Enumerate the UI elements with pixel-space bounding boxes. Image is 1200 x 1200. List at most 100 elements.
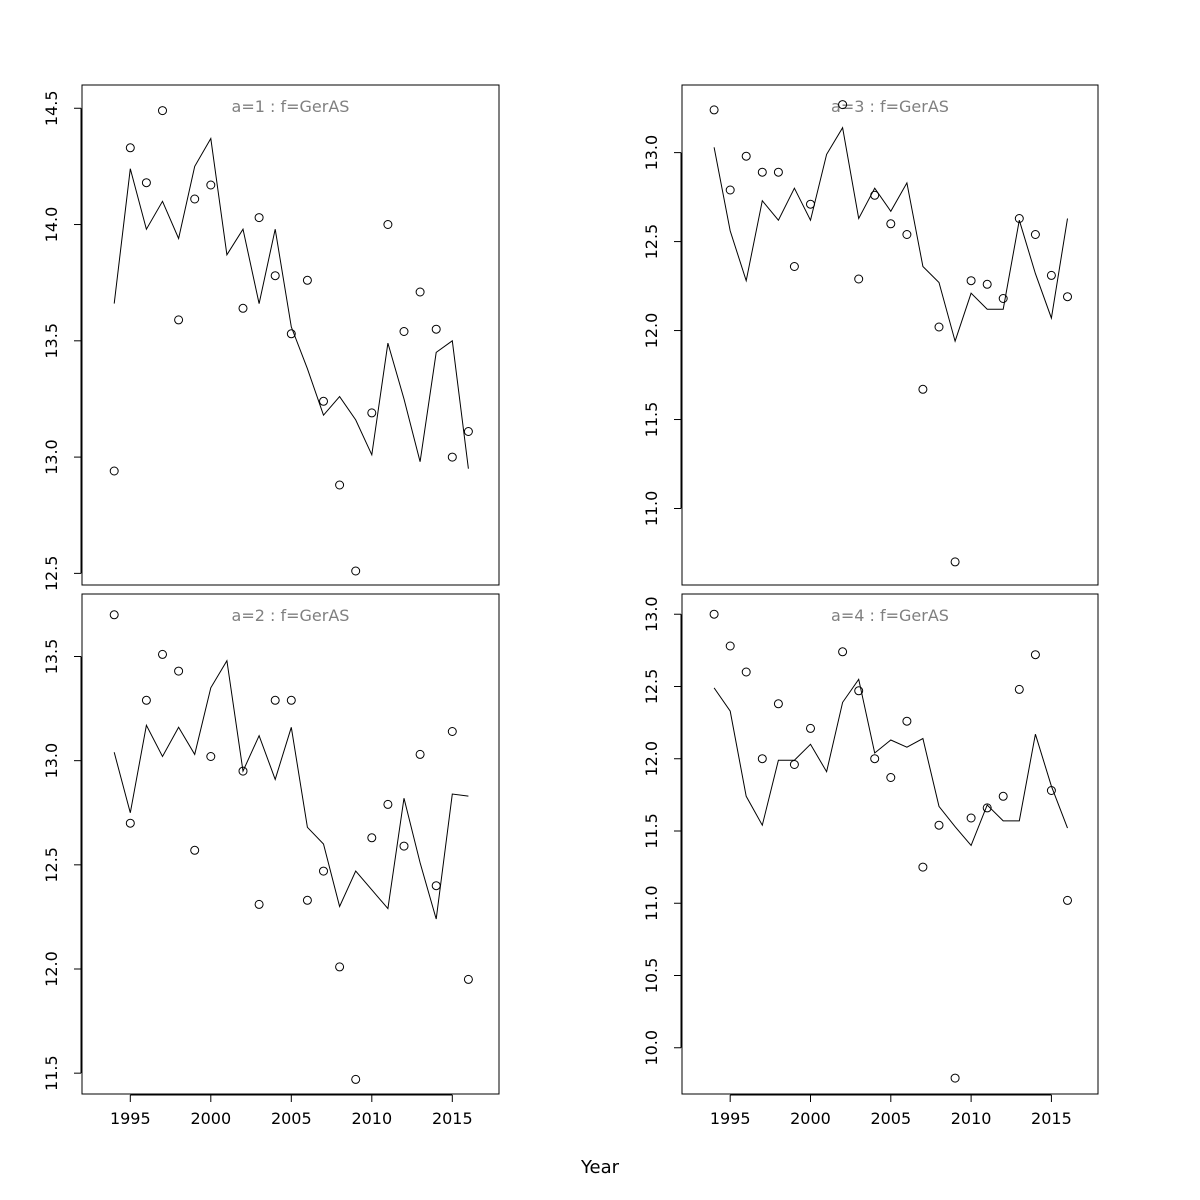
data-point <box>367 408 377 418</box>
data-point <box>286 695 296 705</box>
data-point <box>109 466 119 476</box>
data-point <box>966 813 976 823</box>
data-point <box>709 105 719 115</box>
panel-title: a=1 : f=GerAS <box>232 97 350 116</box>
data-point <box>1046 270 1056 280</box>
fitted-line <box>113 136 469 469</box>
data-point <box>854 274 864 284</box>
y-tick-label: 13.0 <box>42 743 61 779</box>
data-point <box>1030 230 1040 239</box>
data-point <box>741 667 751 677</box>
panel-a3: a=3 : f=GerAS 11.0 11.5 12.0 12.5 13.0 <box>642 84 1099 586</box>
y-tick-label: 13.5 <box>42 639 61 675</box>
x-tick-label: 2000 <box>790 1109 831 1128</box>
panel-title: a=3 : f=GerAS <box>831 97 949 116</box>
y-tick-label: 12.5 <box>642 224 661 260</box>
data-point <box>789 760 799 769</box>
data-point <box>950 557 960 567</box>
y-tick-label: 11.5 <box>642 813 661 849</box>
data-point <box>725 641 735 651</box>
data-point <box>966 276 976 286</box>
data-point <box>918 384 928 394</box>
data-point <box>351 566 361 576</box>
data-point <box>206 180 216 190</box>
y-tick-label: 13.0 <box>642 596 661 632</box>
data-point <box>447 452 457 462</box>
data-point <box>399 841 409 851</box>
y-tick-label: 12.0 <box>642 741 661 777</box>
x-tick-label: 1995 <box>710 1109 751 1128</box>
panel-title: a=2 : f=GerAS <box>232 606 350 625</box>
data-point <box>1063 292 1072 302</box>
y-tick-label: 14.0 <box>42 207 61 243</box>
data-point <box>934 820 944 830</box>
y-tick-label: 12.0 <box>42 951 61 987</box>
data-point <box>351 1074 361 1084</box>
panel-a4: a=4 : f=GerAS 10.0 10.5 11.0 11.5 12.0 12.5 13.… <box>642 593 1099 1128</box>
data-point <box>725 185 735 195</box>
x-tick-label: 2010 <box>351 1109 392 1128</box>
data-point <box>158 649 167 659</box>
data-point <box>383 799 393 809</box>
data-point <box>998 294 1008 303</box>
y-tick-label: 12.5 <box>42 556 61 592</box>
y-tick-label: 11.5 <box>42 1055 61 1091</box>
panel-title: a=4 : f=GerAS <box>831 606 949 625</box>
data-point <box>238 766 248 776</box>
panel-a1: a=1 : f=GerAS 12.5 13.0 13.5 14.0 14.5 <box>42 84 500 592</box>
data-point <box>463 974 473 984</box>
data-point <box>463 427 473 436</box>
plot-frame <box>81 84 500 586</box>
data-point <box>773 167 783 177</box>
data-point <box>741 151 751 161</box>
data-point <box>270 695 280 705</box>
y-tick-label: 14.5 <box>42 90 61 126</box>
data-point <box>141 695 151 705</box>
data-point <box>1014 684 1024 694</box>
data-point <box>302 895 312 905</box>
plot-frame <box>81 593 500 1095</box>
data-point <box>141 178 151 188</box>
data-point <box>982 279 992 289</box>
plot-frame <box>681 593 1099 1095</box>
fitted-line <box>713 678 1068 847</box>
y-tick-label: 13.0 <box>42 439 61 475</box>
x-tick-label: 1995 <box>110 1109 151 1128</box>
data-point <box>415 749 425 759</box>
data-point <box>319 396 328 406</box>
data-point <box>918 862 928 872</box>
x-tick-label: 2015 <box>432 1109 473 1128</box>
data-point <box>174 315 184 325</box>
data-point <box>902 230 912 239</box>
y-tick-label: 13.0 <box>642 135 661 171</box>
y-tick-label: 11.5 <box>642 402 661 438</box>
data-point <box>838 100 848 110</box>
data-point <box>254 213 264 223</box>
data-point <box>335 480 345 490</box>
data-point <box>886 219 896 229</box>
data-point <box>806 723 815 733</box>
data-point <box>870 754 880 764</box>
data-point <box>1063 895 1072 905</box>
data-point <box>109 610 119 620</box>
y-tick-label: 11.0 <box>642 491 661 527</box>
y-tick-label: 10.5 <box>642 958 661 994</box>
data-point <box>335 962 345 972</box>
y-tick-label: 10.0 <box>642 1030 661 1066</box>
data-point <box>286 329 296 339</box>
data-point <box>158 106 167 116</box>
y-tick-label: 11.0 <box>642 885 661 921</box>
fitted-line <box>713 126 1068 343</box>
data-point <box>998 791 1008 801</box>
panel-a2: a=2 : f=GerAS 11.5 12.0 12.5 13.0 13.5 1995 200… <box>42 593 500 1128</box>
x-tick-label: 2000 <box>190 1109 231 1128</box>
data-point <box>838 647 848 657</box>
data-point <box>254 899 264 909</box>
data-point <box>431 324 441 334</box>
data-point <box>238 303 248 313</box>
data-point <box>934 322 944 332</box>
y-tick-label: 12.0 <box>642 313 661 349</box>
data-point <box>302 275 312 285</box>
data-point <box>709 609 719 619</box>
